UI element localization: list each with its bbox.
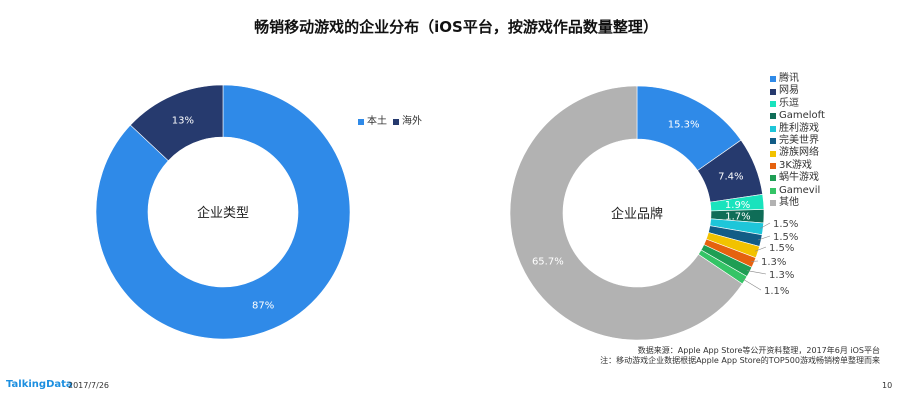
legend-swatch — [770, 187, 776, 194]
data-label-1-1: 87% — [252, 301, 274, 312]
data-label-2-8: 1.3% — [761, 257, 786, 268]
legend-item: 蜗牛游戏 — [770, 172, 825, 184]
data-label-2-2: 7.4% — [718, 172, 743, 183]
donut-center-label: 企业品牌 — [611, 206, 663, 222]
legend-item: Gameloft — [770, 110, 825, 122]
legend-item: 本土 — [358, 116, 387, 128]
legend-swatch — [393, 119, 399, 125]
legend-label: 乐逗 — [779, 97, 799, 109]
data-label-2-5: 1.5% — [773, 219, 798, 230]
legend-label: Gamevil — [779, 184, 821, 196]
legend-item: Gamevil — [770, 185, 825, 197]
legend-label: 完美世界 — [779, 134, 819, 146]
legend-label: 蜗牛游戏 — [779, 172, 819, 184]
leader-line — [759, 222, 771, 229]
legend-item: 其他 — [770, 197, 825, 209]
data-label-2-9: 1.3% — [769, 270, 794, 281]
data-label-2-4: 1.7% — [725, 212, 750, 223]
data-label-2-7: 1.5% — [769, 243, 794, 254]
legend-swatch — [770, 150, 776, 157]
legend-item: 完美世界 — [770, 135, 825, 147]
legend-swatch — [770, 88, 776, 95]
data-label-2-6: 1.5% — [773, 232, 798, 243]
legend-company-type: 本土 海外 — [358, 116, 422, 128]
donut-slice-1-1 — [95, 84, 351, 340]
legend-item: 胜利游戏 — [770, 123, 825, 135]
legend-swatch — [770, 175, 776, 182]
donut-chart-company-brand: 企业品牌15.3%7.4%1.9%1.7%65.7%1.5%1.5%1.5%1.… — [509, 85, 798, 341]
legend-swatch — [770, 113, 776, 120]
method-note: 注：移动游戏企业数据根据Apple App Store的TOP500游戏畅销榜单… — [600, 356, 880, 365]
donut-slice-1-2 — [129, 84, 224, 162]
legend-swatch — [770, 100, 776, 107]
footer-date: 2017/7/26 — [68, 381, 110, 390]
legend-company-brand: 腾讯 网易 乐逗 Gameloft 胜利游戏 完美世界 游族网络 3K游戏 蜗牛游戏 Gamevi… — [770, 73, 825, 209]
legend-label: 本土 — [367, 115, 387, 127]
legend-label: 胜利游戏 — [779, 122, 819, 134]
legend-label: 腾讯 — [779, 73, 799, 84]
data-label-2-3: 1.9% — [725, 200, 750, 211]
leader-line — [746, 270, 767, 275]
leader-line — [757, 235, 771, 241]
source-note: 数据来源：Apple App Store等公开资料整理，2017年6月 iOS平… — [637, 346, 880, 355]
legend-item: 乐逗 — [770, 98, 825, 110]
data-label-1-2: 13% — [172, 115, 194, 126]
data-label-2-1: 15.3% — [668, 119, 700, 130]
donut-center-label: 企业类型 — [197, 205, 249, 221]
legend-label: 其他 — [779, 196, 799, 208]
legend-swatch — [770, 125, 776, 132]
donut-slice-2-11 — [509, 85, 743, 341]
legend-swatch — [770, 76, 776, 83]
legend-swatch — [770, 200, 776, 207]
legend-label: Gameloft — [779, 110, 825, 122]
brand-logo: TalkingData — [6, 379, 73, 390]
data-label-2-11: 65.7% — [532, 256, 564, 267]
legend-swatch — [358, 119, 364, 125]
legend-label: 海外 — [402, 115, 422, 127]
page-title: 畅销移动游戏的企业分布（iOS平台，按游戏作品数量整理） — [254, 18, 658, 36]
leader-line — [742, 278, 762, 291]
legend-label: 3K游戏 — [779, 159, 812, 171]
legend-swatch — [770, 162, 776, 169]
legend-item: 游族网络 — [770, 147, 825, 159]
legend-swatch — [770, 138, 776, 145]
legend-label: 网易 — [779, 85, 799, 97]
legend-item: 腾讯 — [770, 73, 825, 85]
legend-label: 游族网络 — [779, 147, 819, 159]
legend-item: 网易 — [770, 85, 825, 97]
donut-chart-company-type: 企业类型 87% 13% — [95, 84, 351, 340]
legend-item: 海外 — [393, 116, 422, 128]
page-number: 10 — [882, 381, 893, 390]
data-label-2-10: 1.1% — [764, 286, 789, 297]
legend-item: 3K游戏 — [770, 160, 825, 172]
leader-line — [754, 246, 767, 252]
